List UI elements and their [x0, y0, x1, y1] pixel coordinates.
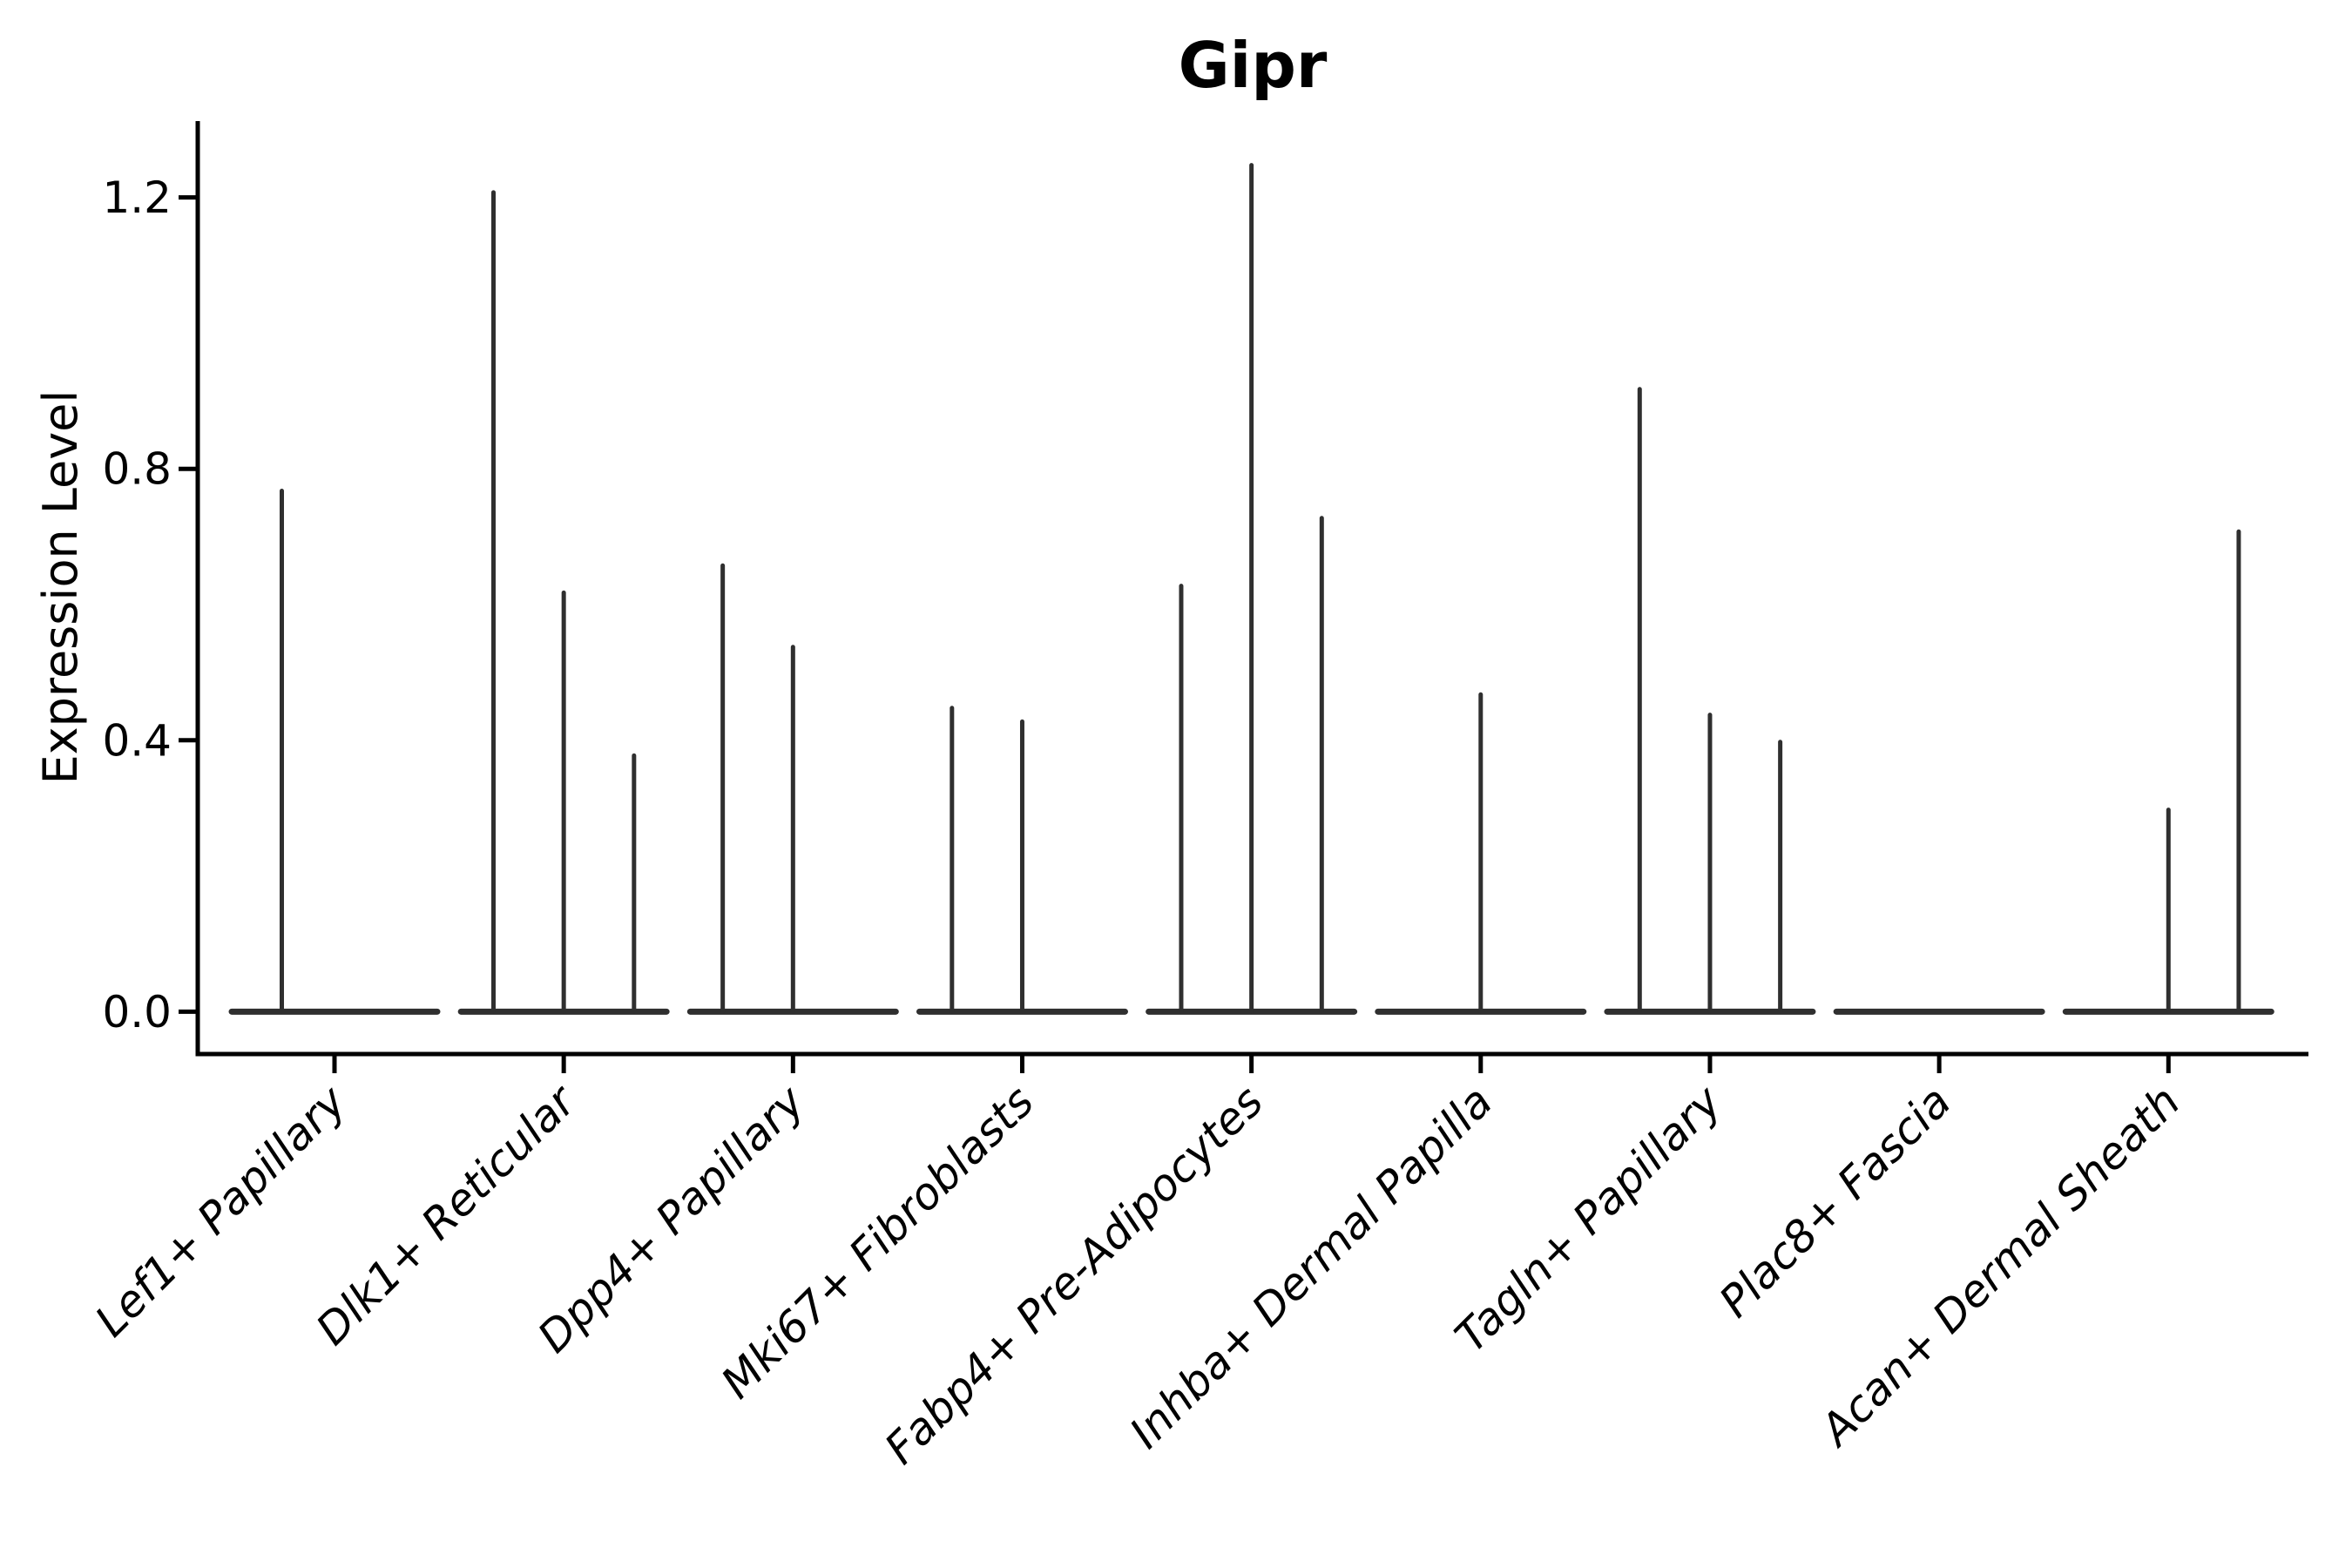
y-tick-label: 0.8	[102, 444, 172, 495]
y-tick-label: 0.0	[102, 987, 172, 1037]
y-tick-label: 1.2	[102, 172, 172, 223]
y-axis-label: Expression Level	[33, 390, 88, 785]
x-tick-label: Lef1+ Papillary	[85, 1075, 356, 1346]
x-tick-label: Plac8+ Fascia	[1710, 1076, 1961, 1327]
x-tick-label: Inhba+ Dermal Papilla	[1120, 1076, 1502, 1457]
y-tick-label: 0.4	[102, 715, 172, 766]
chart-title: Gipr	[1179, 29, 1328, 102]
x-tick-label: Acan+ Dermal Sheath	[1809, 1076, 2190, 1456]
x-tick-label: Fabp4+ Pre-Adipocytes	[875, 1076, 1274, 1474]
